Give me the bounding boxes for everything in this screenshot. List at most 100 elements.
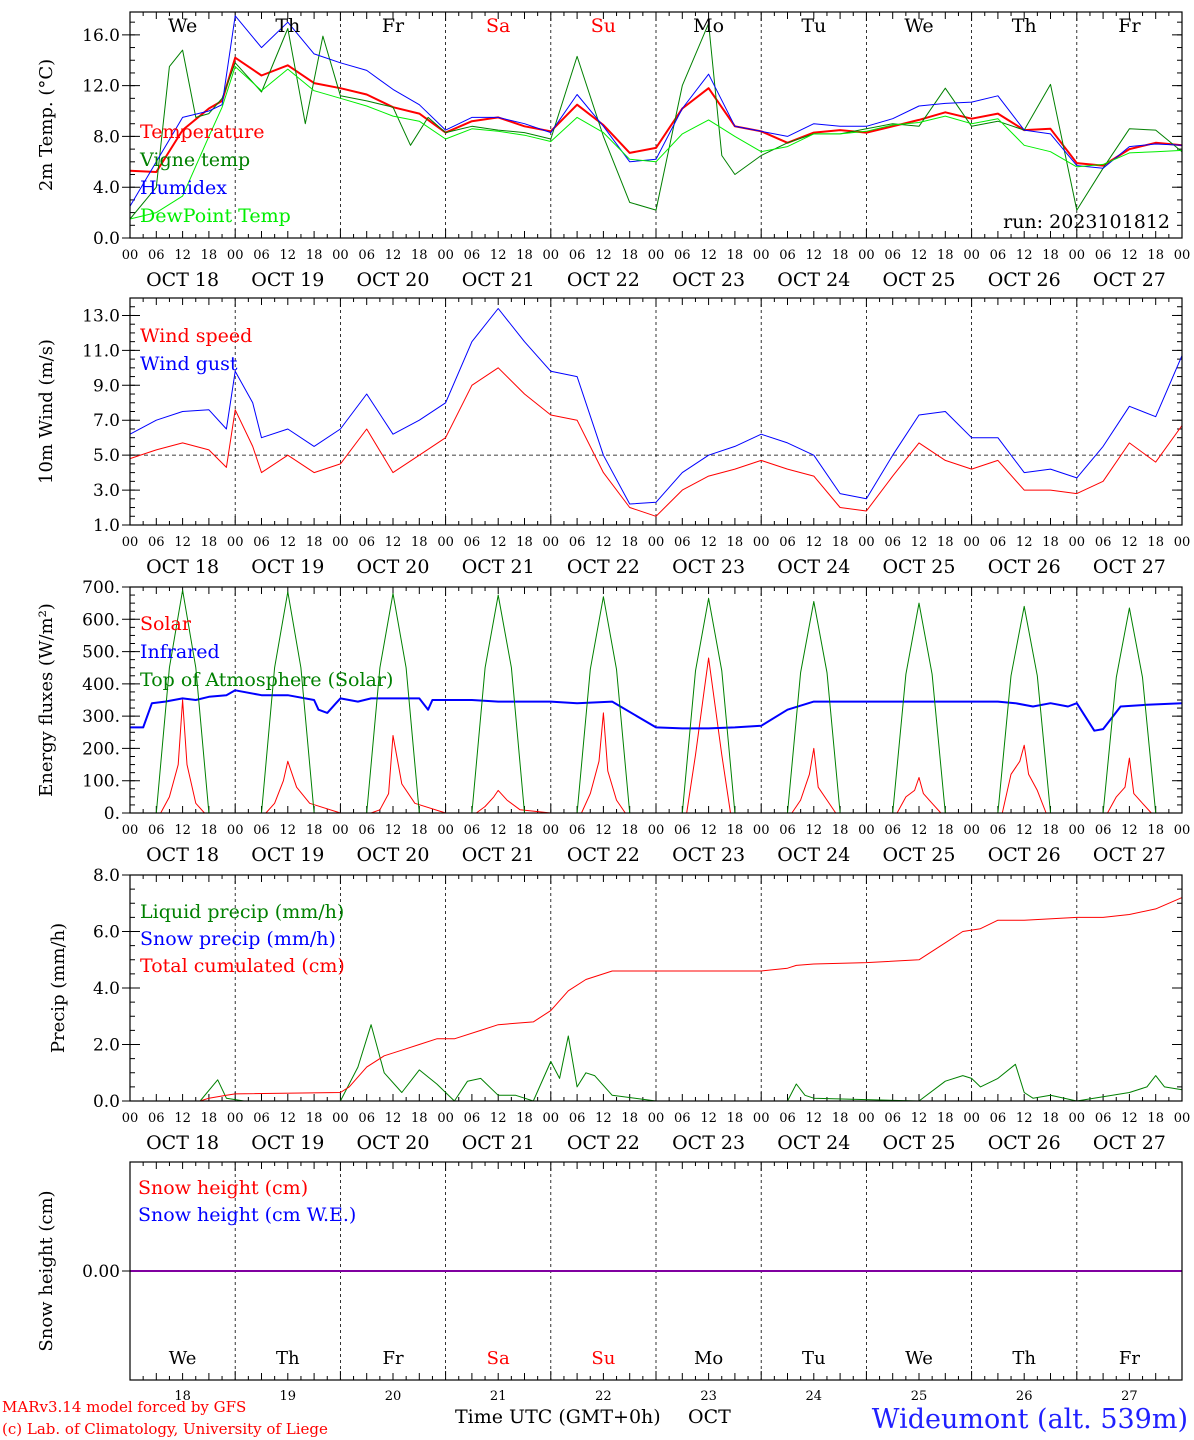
hour-tick-label: 12: [174, 1111, 191, 1126]
hour-tick-label: 00: [963, 1111, 980, 1126]
hour-tick-label: 12: [806, 1111, 823, 1126]
hour-tick-label: 00: [648, 535, 665, 550]
hour-tick-label: 12: [806, 248, 823, 263]
hour-tick-label: 18: [832, 823, 849, 838]
day-name: Su: [591, 1348, 615, 1369]
hour-tick-label: 18: [201, 248, 218, 263]
series-solar: [130, 657, 1182, 814]
hour-tick-label: 18: [937, 1111, 954, 1126]
day-number-label: 23: [700, 1389, 717, 1404]
y-axis-label: Energy fluxes (W/m²): [36, 603, 57, 797]
day-name: Mo: [693, 15, 724, 37]
day-name: Sa: [487, 1348, 510, 1369]
y-tick-label: 0.0: [93, 1092, 120, 1112]
x-axis-label: Time UTC (GMT+0h): [455, 1406, 661, 1428]
hour-tick-label: 00: [122, 1111, 139, 1126]
hour-tick-label: 00: [543, 535, 560, 550]
series-liquid-precip-mm-h: [130, 1024, 1183, 1102]
hour-tick-label: 00: [963, 535, 980, 550]
series-wind-speed: [129, 367, 1183, 517]
hour-tick-label: 12: [385, 1111, 402, 1126]
hour-tick-label: 12: [700, 248, 717, 263]
hour-tick-label: 00: [543, 248, 560, 263]
hour-tick-label: 00: [122, 535, 139, 550]
day-name: Fr: [382, 15, 405, 37]
legend-entry: Humidex: [140, 177, 227, 199]
hour-tick-label: 06: [779, 248, 796, 263]
hour-tick-label: 06: [358, 823, 375, 838]
hour-tick-label: 18: [1147, 535, 1164, 550]
hour-tick-label: 12: [385, 823, 402, 838]
day-name: Su: [591, 15, 616, 37]
y-tick-label: 100.: [82, 772, 120, 792]
hour-tick-label: 06: [464, 823, 481, 838]
y-tick-label: 2.0: [93, 1036, 120, 1056]
hour-tick-label: 12: [280, 248, 297, 263]
y-tick-label: 12.0: [82, 77, 120, 97]
legend-entry: Snow precip (mm/h): [140, 928, 336, 950]
hour-tick-label: 18: [306, 823, 323, 838]
legend-entry: Vigne temp: [139, 149, 250, 171]
hour-tick-label: 00: [332, 823, 349, 838]
hour-tick-label: 18: [306, 535, 323, 550]
hour-tick-label: 00: [227, 535, 244, 550]
date-label: OCT 26: [988, 844, 1061, 866]
hour-tick-label: 06: [358, 535, 375, 550]
hour-tick-label: 18: [1147, 823, 1164, 838]
hour-tick-label: 12: [700, 823, 717, 838]
hour-tick-label: 18: [1042, 535, 1059, 550]
hour-tick-label: 06: [358, 248, 375, 263]
hour-tick-label: 00: [648, 823, 665, 838]
date-label: OCT 21: [462, 844, 535, 866]
hour-tick-label: 06: [148, 823, 165, 838]
hour-tick-label: 00: [1069, 1111, 1086, 1126]
hour-tick-label: 06: [253, 823, 270, 838]
hour-tick-label: 18: [1147, 1111, 1164, 1126]
y-tick-label: 400.: [82, 675, 120, 695]
legend-entry: Solar: [140, 613, 192, 635]
day-name: Th: [275, 15, 300, 37]
credit-line-2: (c) Lab. of Climatology, University of L…: [2, 1420, 328, 1438]
hour-tick-label: 12: [1016, 1111, 1033, 1126]
hour-tick-label: 00: [122, 823, 139, 838]
hour-tick-label: 00: [858, 1111, 875, 1126]
plot-frame: [129, 297, 1183, 526]
date-label: OCT 27: [1093, 844, 1166, 866]
date-label: OCT 22: [567, 556, 640, 578]
date-label: OCT 22: [567, 1132, 640, 1154]
hour-tick-label: 12: [911, 823, 928, 838]
hour-tick-label: 06: [674, 535, 691, 550]
date-label: OCT 23: [672, 1132, 745, 1154]
legend-entry: Top of Atmosphere (Solar): [140, 669, 393, 691]
day-name: We: [904, 15, 933, 37]
hour-tick-label: 12: [911, 248, 928, 263]
legend-entry: DewPoint Temp: [140, 205, 291, 227]
y-tick-label: 0.00: [82, 1262, 120, 1282]
day-name: Tu: [801, 15, 826, 37]
hour-tick-label: 18: [937, 823, 954, 838]
hour-tick-label: 12: [806, 535, 823, 550]
y-axis-label: Precip (mm/h): [48, 923, 69, 1053]
series-dewpoint-temp: [129, 66, 1183, 220]
hour-tick-label: 06: [990, 823, 1007, 838]
y-tick-label: 16.0: [82, 26, 120, 46]
hour-tick-label: 00: [332, 248, 349, 263]
hour-tick-label: 00: [753, 1111, 770, 1126]
hour-tick-label: 12: [174, 535, 191, 550]
date-label: OCT 22: [567, 844, 640, 866]
hour-tick-label: 06: [464, 535, 481, 550]
date-label: OCT 26: [988, 269, 1061, 291]
panel-5: 0.00 Snow height (cm) Snow height (cm) Snow…: [36, 1161, 1183, 1404]
date-label: OCT 20: [356, 556, 429, 578]
date-label: OCT 21: [462, 556, 535, 578]
hour-tick-label: 06: [148, 248, 165, 263]
hour-tick-label: 18: [411, 535, 428, 550]
date-label: OCT 23: [672, 844, 745, 866]
y-tick-label: 11.0: [82, 341, 120, 361]
day-name: Fr: [382, 1348, 403, 1369]
hour-tick-label: 00: [332, 535, 349, 550]
hour-tick-label: 12: [911, 535, 928, 550]
hour-tick-label: 12: [1121, 248, 1138, 263]
hour-tick-label: 00: [753, 248, 770, 263]
hour-tick-label: 18: [411, 823, 428, 838]
